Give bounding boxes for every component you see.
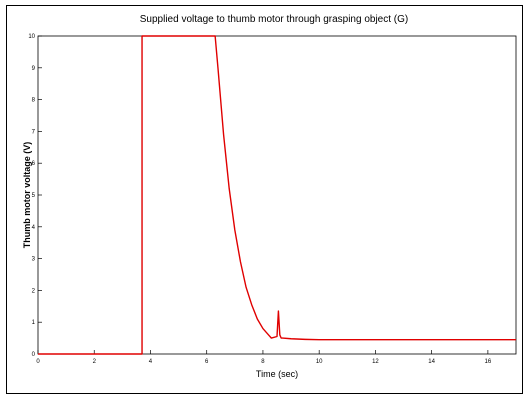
series-line (38, 35, 516, 355)
x-tick-label: 2 (93, 359, 97, 365)
x-axis-label: Time (sec) (256, 369, 298, 379)
x-tick-label: 4 (149, 359, 153, 365)
series-group (38, 35, 516, 355)
y-tick-label: 0 (32, 352, 36, 358)
x-tick-label: 16 (485, 359, 492, 365)
x-tick-label: 14 (428, 359, 435, 365)
y-tick-label: 7 (32, 129, 36, 135)
chart-title: Supplied voltage to thumb motor through … (140, 14, 409, 25)
x-tick-label: 10 (316, 359, 323, 365)
y-tick-label: 2 (32, 288, 36, 294)
figure-frame (6, 5, 523, 394)
x-tick-label: 8 (261, 359, 265, 365)
y-tick-label: 10 (28, 34, 35, 40)
y-tick-label: 4 (32, 225, 36, 231)
x-axis: 0 2 4 6 8 10 12 14 16 (36, 350, 492, 365)
y-tick-label: 3 (32, 257, 36, 263)
y-tick-label: 5 (32, 193, 36, 199)
x-tick-label: 6 (205, 359, 209, 365)
y-axis-label: Thumb motor voltage (V) (22, 142, 32, 249)
x-tick-label: 0 (36, 359, 40, 365)
y-tick-label: 8 (32, 98, 36, 104)
y-tick-label: 1 (32, 320, 36, 326)
y-tick-label: 6 (32, 161, 36, 167)
plot-area (37, 35, 517, 355)
y-tick-label: 9 (32, 66, 36, 72)
x-tick-label: 12 (372, 359, 379, 365)
